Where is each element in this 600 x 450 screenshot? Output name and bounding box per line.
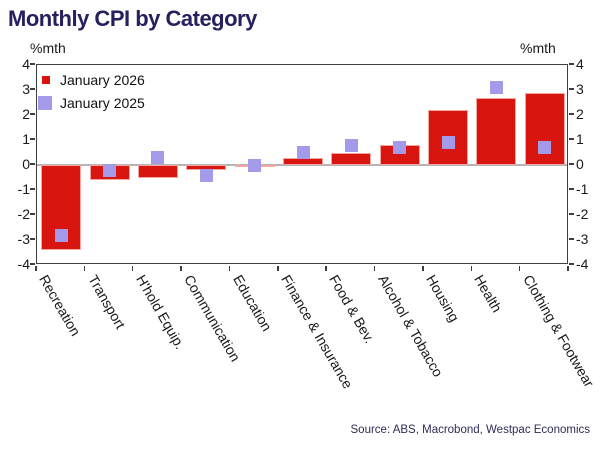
x-category-label-food-bev: Food & Bev. xyxy=(326,272,379,346)
legend-label: January 2025 xyxy=(60,94,145,111)
legend-item-jan-2026: January 2026 xyxy=(38,68,145,91)
y-tick-label-left: 3 xyxy=(22,81,30,97)
marker-recreation xyxy=(54,228,68,242)
y-axis-unit-right: %mth xyxy=(520,40,556,56)
y-tick-mark xyxy=(30,88,35,90)
zero-gridline xyxy=(37,164,567,166)
marker-food-bev xyxy=(344,138,358,152)
x-tick-mark xyxy=(228,265,231,271)
y-tick-label-right: -2 xyxy=(576,206,589,222)
x-tick-mark xyxy=(373,265,376,271)
y-tick-mark xyxy=(569,238,574,240)
y-tick-label-right: 4 xyxy=(576,56,584,72)
x-tick-mark xyxy=(277,265,279,271)
x-tick-mark xyxy=(470,265,473,271)
y-tick-mark xyxy=(30,188,35,190)
y-tick-label-left: -4 xyxy=(17,256,30,272)
x-tick-mark xyxy=(567,265,569,271)
marker-communication xyxy=(199,168,213,182)
y-tick-mark xyxy=(30,263,35,265)
x-tick-mark xyxy=(131,265,134,271)
x-tick-mark xyxy=(518,265,521,271)
bar-food-bev xyxy=(331,152,372,165)
plot-area xyxy=(36,64,568,264)
y-tick-mark xyxy=(30,238,35,240)
marker-alcohol-tobacco xyxy=(393,141,407,154)
y-tick-label-left: 0 xyxy=(22,156,30,172)
y-tick-label-right: -3 xyxy=(576,231,589,247)
y-tick-mark xyxy=(569,163,574,165)
chart-title: Monthly CPI by Category xyxy=(8,6,257,31)
marker-housing xyxy=(441,136,455,149)
source-note: Source: ABS, Macrobond, Westpac Economic… xyxy=(350,424,590,436)
y-tick-label-left: 2 xyxy=(22,106,30,122)
y-tick-mark xyxy=(569,188,574,190)
x-category-label-education: Education xyxy=(229,272,275,334)
x-category-label-transport: Transport xyxy=(84,272,129,332)
y-tick-label-right: 1 xyxy=(576,131,584,147)
x-category-label-recreation: Recreation xyxy=(36,272,85,339)
marker-transport xyxy=(103,163,117,177)
x-tick-mark xyxy=(35,265,37,271)
y-tick-mark xyxy=(30,163,35,165)
y-tick-mark xyxy=(30,138,35,140)
y-tick-label-right: -1 xyxy=(576,181,589,197)
legend: January 2026 January 2025 xyxy=(38,68,145,114)
marker-clothing-footwear xyxy=(538,141,552,154)
legend-swatch-box xyxy=(38,95,54,110)
x-tick-mark xyxy=(325,265,327,271)
legend-label: January 2026 xyxy=(60,71,145,88)
legend-swatch-box xyxy=(38,75,54,84)
marker-finance-insurance xyxy=(296,146,310,159)
y-tick-label-left: 4 xyxy=(22,56,30,72)
x-category-label-housing: Housing xyxy=(423,272,463,325)
y-tick-mark xyxy=(30,113,35,115)
marker-h-hold-equip xyxy=(151,151,165,164)
y-tick-mark xyxy=(569,138,574,140)
y-tick-mark xyxy=(569,63,574,65)
y-tick-label-right: -4 xyxy=(576,256,589,272)
y-axis-unit-left: %mth xyxy=(30,40,66,56)
y-tick-label-left: 1 xyxy=(22,131,30,147)
bar-clothing-footwear xyxy=(524,92,565,165)
marker-education xyxy=(248,158,262,172)
marker-series-swatch-icon xyxy=(38,95,52,110)
y-tick-mark xyxy=(569,113,574,115)
bar-health xyxy=(476,97,517,165)
x-tick-mark xyxy=(422,265,424,271)
x-tick-mark xyxy=(180,265,182,271)
legend-item-jan-2025: January 2025 xyxy=(38,91,145,114)
y-tick-mark xyxy=(569,88,574,90)
y-tick-mark xyxy=(569,213,574,215)
y-tick-mark xyxy=(30,213,35,215)
x-category-label-h-hold-equip: H'hold Equip. xyxy=(133,272,189,352)
y-tick-label-right: 0 xyxy=(576,156,584,172)
x-tick-mark xyxy=(83,265,86,271)
y-tick-label-left: -1 xyxy=(17,181,30,197)
y-tick-label-left: -2 xyxy=(17,206,30,222)
x-category-label-clothing-footwear: Clothing & Footwear xyxy=(519,272,598,390)
marker-health xyxy=(489,81,503,94)
y-tick-label-right: 2 xyxy=(576,106,584,122)
bar-series-swatch-icon xyxy=(42,75,50,84)
y-tick-label-right: 3 xyxy=(576,81,584,97)
bar-h-hold-equip xyxy=(137,165,178,178)
y-tick-label-left: -3 xyxy=(17,231,30,247)
x-category-label-health: Health xyxy=(471,272,506,316)
y-tick-mark xyxy=(569,263,574,265)
y-tick-mark xyxy=(30,63,35,65)
